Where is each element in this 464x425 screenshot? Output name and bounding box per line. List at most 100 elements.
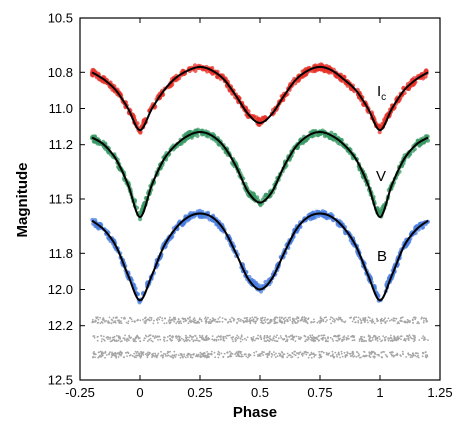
residual-point xyxy=(101,338,103,340)
residual-point xyxy=(259,336,262,339)
observed-point xyxy=(259,284,264,289)
residual-point xyxy=(190,356,192,359)
residual-point xyxy=(158,335,161,338)
residual-point xyxy=(100,335,103,337)
residual-point xyxy=(243,337,246,340)
residual-point xyxy=(124,339,126,341)
residual-point xyxy=(272,337,275,339)
residual-point xyxy=(359,318,362,321)
residual-point xyxy=(124,334,126,337)
residual-point xyxy=(281,338,284,341)
axis-tick-labels: -0.25 0 0.25 0.5 0.75 1 1.25 10.5 10.8 11.0 11.2 11… xyxy=(48,11,453,401)
residual-point xyxy=(188,320,191,323)
residual-point xyxy=(273,322,276,325)
y-tick-label: 12.5 xyxy=(48,373,73,388)
residual-point xyxy=(339,316,342,319)
residual-point xyxy=(331,350,334,353)
residual-point xyxy=(169,316,171,319)
residual-point xyxy=(102,338,105,341)
residual-point xyxy=(107,338,109,340)
observed-point xyxy=(92,139,97,144)
residual-point xyxy=(387,339,390,342)
residual-point xyxy=(215,320,218,323)
residual-point xyxy=(369,337,371,339)
residual-point xyxy=(384,353,387,356)
residual-point xyxy=(92,355,95,358)
residual-point xyxy=(401,316,404,319)
residual-point xyxy=(238,355,240,357)
residual-point xyxy=(283,317,285,320)
residual-point xyxy=(104,356,106,359)
residual-point xyxy=(357,320,360,322)
residual-point xyxy=(117,356,120,358)
residual-point xyxy=(293,335,295,338)
residual-point xyxy=(403,337,406,340)
residual-point xyxy=(232,340,234,343)
residual-point xyxy=(169,350,172,353)
residual-point xyxy=(414,336,416,339)
x-tick-label: 1 xyxy=(376,385,383,400)
residual-point xyxy=(349,352,352,355)
residual-point xyxy=(380,322,383,325)
residual-point xyxy=(218,353,221,356)
residual-point xyxy=(310,321,312,324)
residual-point xyxy=(275,340,278,342)
observed-point xyxy=(322,68,327,74)
residual-point xyxy=(288,335,291,338)
residual-point xyxy=(156,354,159,356)
residual-point xyxy=(153,355,156,358)
residual-point xyxy=(142,318,144,321)
residual-point xyxy=(146,340,149,342)
residual-point xyxy=(390,351,392,354)
residual-point xyxy=(301,318,303,321)
residual-point xyxy=(200,318,203,321)
residual-point xyxy=(123,337,126,340)
residual-point xyxy=(343,338,346,341)
residual-point xyxy=(183,355,186,357)
residual-point xyxy=(248,319,251,321)
residual-point xyxy=(370,339,372,342)
residual-point xyxy=(360,337,363,340)
residual-point xyxy=(118,353,121,355)
residual-point xyxy=(157,352,160,355)
residual-point xyxy=(236,337,239,340)
residual-point xyxy=(248,320,251,323)
residual-point xyxy=(152,352,155,355)
residual-point xyxy=(336,335,339,338)
residual-point xyxy=(270,320,273,322)
residual-point xyxy=(411,356,414,358)
residual-point xyxy=(198,334,201,337)
residual-point xyxy=(266,319,268,321)
residual-point xyxy=(257,334,259,337)
residual-point xyxy=(307,336,309,339)
residual-point xyxy=(301,352,304,355)
residual-point xyxy=(278,316,281,319)
residual-point xyxy=(384,339,386,341)
residual-point xyxy=(338,353,340,356)
residual-point xyxy=(140,350,142,353)
residual-point xyxy=(186,339,188,342)
residual-point xyxy=(327,336,329,339)
residual-point xyxy=(356,351,358,353)
residual-point xyxy=(129,354,132,356)
residual-point xyxy=(347,352,349,355)
residual-point xyxy=(310,338,312,341)
residual-point xyxy=(377,353,380,356)
residual-point xyxy=(283,338,286,340)
residual-point xyxy=(259,353,261,355)
y-tick-label: 10.8 xyxy=(48,65,73,80)
residual-point xyxy=(285,336,288,338)
residual-point xyxy=(91,318,94,321)
residual-point xyxy=(412,334,414,337)
residual-point xyxy=(237,350,240,353)
residual-point xyxy=(273,319,276,321)
residual-point xyxy=(139,356,142,359)
residual-point xyxy=(401,320,403,323)
residual-point xyxy=(191,338,193,341)
residual-point xyxy=(332,353,334,356)
residual-point xyxy=(162,352,165,355)
residual-point xyxy=(144,322,147,324)
residual-point xyxy=(289,316,291,319)
observed-point xyxy=(95,141,100,146)
residual-point xyxy=(273,354,276,356)
